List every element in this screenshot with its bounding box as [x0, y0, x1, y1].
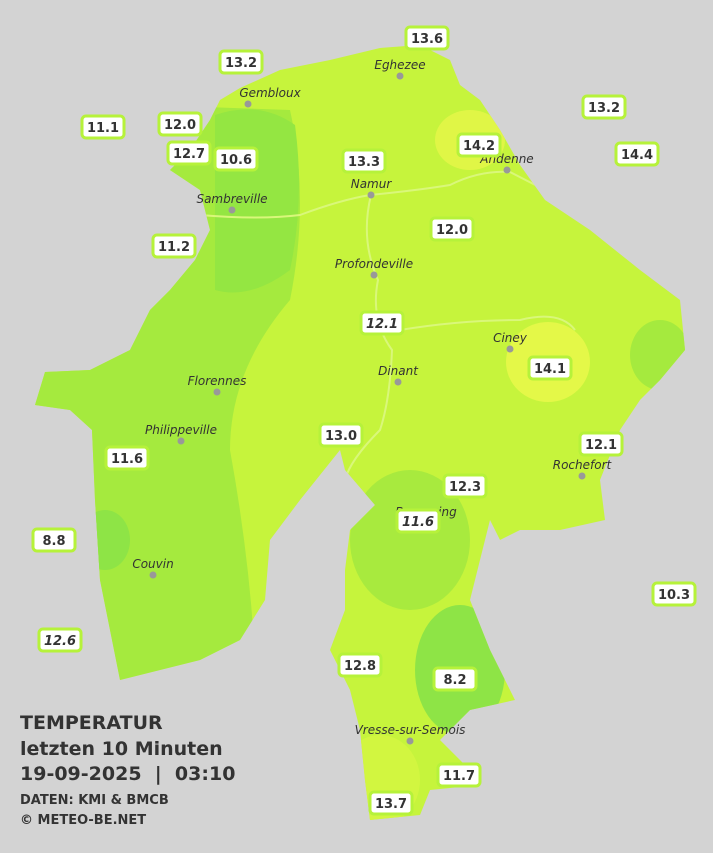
legend-subtitle: letzten 10 Minuten [20, 738, 223, 760]
station-box [157, 111, 203, 137]
station-value: 10.3 [658, 588, 690, 603]
station-box [31, 527, 77, 553]
station-box [578, 431, 624, 457]
station-value: 14.2 [463, 139, 495, 154]
station-value: 11.7 [443, 769, 475, 784]
city-label: Ciney [493, 331, 528, 345]
station-value: 10.6 [220, 153, 252, 168]
city-dot [244, 100, 252, 108]
legend-credit: © METEO-BE.NET [20, 813, 146, 828]
station-box [80, 114, 126, 140]
city-dot [149, 571, 157, 579]
city-dot [177, 437, 185, 445]
city-label: Eghezee [374, 58, 425, 72]
station-value: 14.4 [621, 148, 653, 163]
station-value: 12.8 [344, 659, 376, 674]
station-box [651, 581, 697, 607]
river [399, 315, 576, 331]
station-value: 13.7 [375, 797, 407, 812]
station-box [581, 94, 627, 120]
station-box [359, 310, 405, 336]
station-box [218, 49, 264, 75]
station-box [432, 666, 478, 692]
station-box [436, 762, 482, 788]
station-box [318, 422, 364, 448]
station-value: 12.7 [173, 147, 205, 162]
station-box [341, 148, 387, 174]
station-value: 12.0 [164, 118, 196, 133]
station-box [213, 146, 259, 172]
city-label: Couvin [132, 557, 173, 571]
station-box [166, 140, 212, 166]
city-label: Profondeville [335, 257, 413, 271]
station-box [404, 25, 450, 51]
city-dot [406, 737, 414, 745]
station-box [37, 627, 83, 653]
city-dot [396, 72, 404, 80]
station-box [337, 652, 383, 678]
station-value: 13.2 [225, 56, 257, 71]
legend-source: DATEN: KMI & BMCB [20, 793, 169, 808]
area-cool [350, 470, 470, 610]
station-value: 12.1 [366, 317, 398, 332]
station-value: 11.6 [111, 452, 143, 467]
station-value: 13.2 [588, 101, 620, 116]
station-value: 13.0 [325, 429, 357, 444]
city-label: Philippeville [145, 423, 217, 437]
city-label: Florennes [188, 374, 247, 388]
river [344, 194, 394, 481]
station-value: 13.3 [348, 155, 380, 170]
city-dot [213, 388, 221, 396]
station-value: 12.6 [44, 634, 76, 649]
station-box [151, 233, 197, 259]
station-value: 11.1 [87, 121, 119, 136]
city-dot [394, 378, 402, 386]
station-box [368, 790, 414, 816]
station-box [614, 141, 660, 167]
city-dot [578, 472, 586, 480]
city-label: Rochefort [553, 458, 613, 472]
city-dot [228, 206, 236, 214]
area-cool [630, 320, 685, 390]
legend-datetime: 19-09-2025 | 03:10 [20, 763, 235, 785]
city-label: Sambreville [196, 192, 267, 206]
station-box [456, 132, 502, 158]
station-value: 8.2 [443, 673, 466, 688]
city-dot [367, 191, 375, 199]
legend-title: TEMPERATUR [20, 712, 163, 734]
city-label: Dinant [378, 364, 419, 378]
station-box [429, 216, 475, 242]
area-cooler [80, 510, 130, 570]
stations: 13.6 13.2 11.1 12.0 12.7 10.6 13.3 14.2 13.2 14.4… [31, 25, 697, 816]
cities: EghezeeGemblouxAndenneNamurSambrevillePr… [132, 58, 613, 745]
station-value: 8.8 [42, 534, 65, 549]
station-box [395, 508, 441, 534]
station-value: 11.6 [402, 515, 434, 530]
station-value: 13.6 [411, 32, 443, 47]
city-label: Gembloux [239, 86, 301, 100]
station-box [442, 473, 488, 499]
city-label: Vresse-sur-Semois [355, 723, 466, 737]
station-box [104, 445, 150, 471]
station-value: 11.2 [158, 240, 190, 255]
legend: TEMPERATUR letzten 10 Minuten 19-09-2025… [20, 712, 235, 828]
city-label: Namur [351, 177, 393, 191]
city-dot [370, 271, 378, 279]
station-box [527, 355, 573, 381]
station-value: 12.0 [436, 223, 468, 238]
station-value: 12.1 [585, 438, 617, 453]
station-value: 12.3 [449, 480, 481, 495]
station-value: 14.1 [534, 362, 566, 377]
city-dot [503, 166, 511, 174]
city-dot [506, 345, 514, 353]
